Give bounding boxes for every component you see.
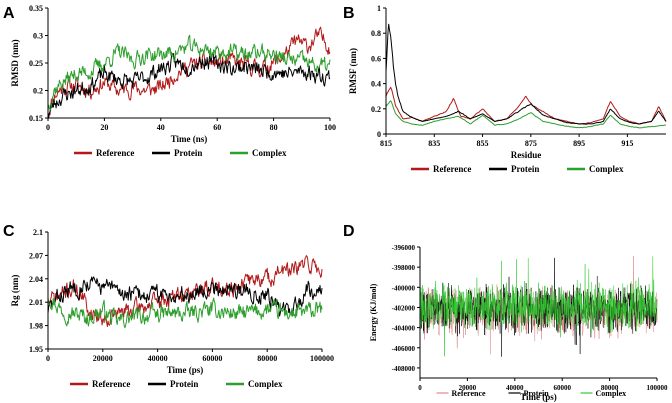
panel-b: B 815 835 855 875 895 915 0 0.2 0.4 0.6 0.8 1 Residu… [343, 4, 667, 174]
panel-a-series-reference [47, 26, 331, 117]
panel-a-xtick-label: 80 [270, 123, 278, 132]
panel-b-xtick-label: 855 [477, 139, 489, 148]
panel-c-legend-label-protein: Protein [170, 379, 198, 389]
panel-d-ytick-label: -408000 [392, 365, 416, 373]
panel-b-legend-label-protein: Protein [511, 164, 539, 174]
panel-a-series-complex [47, 34, 331, 111]
panel-d-letter: D [343, 223, 355, 240]
panel-a-ylabel: RMSD (nm) [10, 39, 20, 86]
panel-a-legend-label-complex: Complex [252, 148, 287, 158]
panel-b-xtick-label: 875 [525, 139, 537, 148]
panel-d-legend-label-complex: Complex [596, 389, 627, 398]
panel-c-ytick-label: 2.01 [29, 298, 43, 307]
panel-c-ytick-label: 2.04 [29, 275, 43, 284]
panel-d-xtick-label: 60000 [553, 384, 571, 392]
panel-d-xtick-label: 100000 [647, 384, 669, 392]
panel-b-series-reference [385, 86, 667, 125]
panel-a-xlabel: Time (ns) [171, 134, 208, 144]
panel-c-series-complex [47, 297, 323, 329]
panel-b-series-protein [385, 23, 667, 125]
panel-a-xtick-label: 100 [324, 123, 336, 132]
panel-a-ytick-label: 0.2 [33, 87, 43, 96]
panel-a-ytick-label: 0.3 [33, 32, 43, 41]
panel-d-ytick-label: -396000 [392, 244, 416, 252]
panel-d-legend-label-protein: Protein [524, 389, 550, 398]
panel-d-xtick-label: 40000 [506, 384, 524, 392]
panel-a-xtick-label: 60 [213, 123, 221, 132]
panel-d-legend-label-reference: Reference [452, 389, 487, 398]
panel-d-ytick-label: -398000 [392, 264, 416, 272]
panel-d-xtick-label: 20000 [459, 384, 477, 392]
panel-b-ytick-label: 1 [377, 4, 381, 13]
panel-d-ytick-label: -406000 [392, 345, 416, 353]
panel-b-ytick-label: 0.4 [371, 80, 381, 89]
panel-d-ytick-label: -400000 [392, 284, 416, 292]
panel-a-xtick-label: 20 [100, 123, 108, 132]
panel-c-xtick-label: 100000 [310, 354, 334, 363]
panel-b-xtick-label: 915 [621, 139, 633, 148]
panel-a-ytick-label: 0.15 [29, 114, 43, 123]
panel-c-ylabel: Rg (nm) [10, 275, 20, 307]
panel-a: A 0 20 40 60 80 100 0.15 0.2 0.25 0.3 0.35 Time (ns… [3, 4, 336, 158]
panel-b-xtick-label: 895 [573, 139, 585, 148]
panel-b-ytick-label: 0 [377, 130, 381, 139]
panel-d-ylabel: Energy (KJ/mol) [369, 283, 378, 341]
panel-d-series-protein [419, 257, 658, 357]
panel-d-xlabel: Time (ps) [520, 392, 557, 402]
panel-b-letter: B [343, 5, 355, 22]
panel-d-xtick-label: 0 [418, 384, 422, 392]
panel-c: C 0 20000 40000 60000 80000 100000 1.95 1.98 2.0… [3, 223, 334, 389]
panel-c-ytick-label: 2.07 [29, 251, 43, 260]
panel-c-ytick-label: 1.95 [29, 345, 43, 354]
panel-b-ytick-label: 0.2 [371, 105, 381, 114]
panel-c-xtick-label: 80000 [257, 354, 277, 363]
panel-d: D 0 20000 40000 60000 80000 100000 -408000 -406… [343, 223, 668, 402]
panel-c-legend-label-reference: Reference [92, 379, 130, 389]
panel-b-xtick-label: 815 [380, 139, 392, 148]
panel-c-xtick-label: 40000 [148, 354, 168, 363]
panel-b-series-complex [385, 100, 667, 129]
panel-c-xtick-label: 0 [46, 354, 50, 363]
panel-a-legend-label-reference: Reference [96, 148, 134, 158]
panel-c-ytick-label: 1.98 [29, 322, 43, 331]
panel-b-xlabel: Residue [511, 150, 542, 160]
panel-d-series-complex [419, 256, 658, 357]
panel-d-xtick-label: 80000 [601, 384, 619, 392]
panel-a-series-protein [47, 52, 331, 119]
panel-c-xtick-label: 20000 [93, 354, 113, 363]
panel-b-xtick-label: 835 [428, 139, 440, 148]
panel-c-ytick-label: 2.1 [33, 228, 43, 237]
panel-b-ytick-label: 0.8 [371, 29, 381, 38]
panel-c-xtick-label: 60000 [202, 354, 222, 363]
panel-d-ytick-label: -404000 [392, 325, 416, 333]
panel-a-xtick-label: 0 [46, 123, 50, 132]
panel-b-legend-label-complex: Complex [589, 164, 624, 174]
panel-a-legend-label-protein: Protein [174, 148, 202, 158]
panel-a-ytick-label: 0.25 [29, 59, 43, 68]
panel-b-ylabel: RMSF (nm) [348, 48, 358, 94]
panel-c-series-reference [47, 255, 323, 327]
panel-a-ytick-label: 0.35 [29, 4, 43, 13]
panel-c-legend-label-complex: Complex [248, 379, 283, 389]
panel-b-legend-label-reference: Reference [433, 164, 471, 174]
panel-a-xtick-label: 40 [157, 123, 165, 132]
panel-c-xlabel: Time (ps) [167, 365, 204, 375]
panel-a-letter: A [3, 5, 15, 22]
panel-c-letter: C [3, 223, 15, 240]
panel-b-ytick-label: 0.6 [371, 54, 381, 63]
panel-d-ytick-label: -402000 [392, 304, 416, 312]
